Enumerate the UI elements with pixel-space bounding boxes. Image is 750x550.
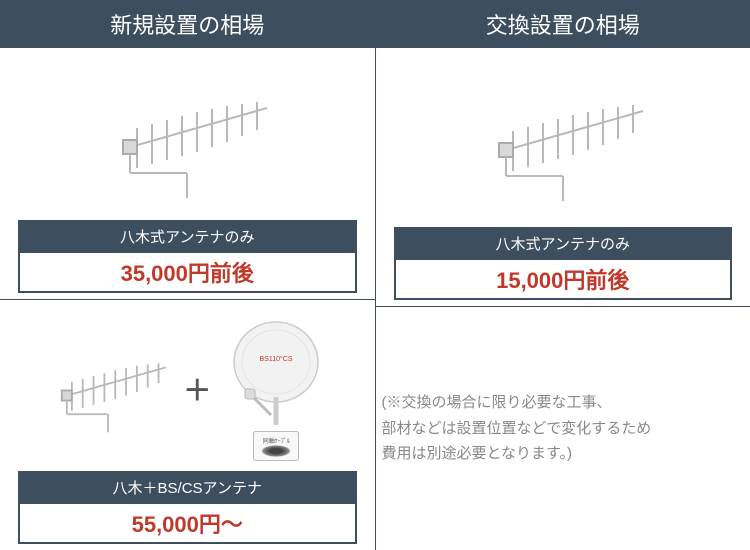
pricing-comparison: 新規設置の相場 [0,0,750,550]
section-yagi-only-new: 八木式アンテナのみ 35,000円前後 [0,48,375,300]
cable-accessory-icon: 同軸ｹｰﾌﾞﾙ [253,431,299,461]
yagi-antenna-icon [473,81,653,201]
column-new-install: 新規設置の相場 [0,0,376,550]
header-replacement: 交換設置の相場 [376,0,750,48]
column-replacement: 交換設置の相場 [376,0,750,550]
image-yagi-plus-dish: ＋ BS110°CS 同軸ｹｰﾌﾞﾙ [18,308,357,472]
label-yagi-only-new: 八木式アンテナのみ [18,220,357,253]
header-new-install: 新規設置の相場 [0,0,375,48]
image-yagi-antenna [394,56,733,227]
section-replacement-note: (※交換の場合に限り必要な工事、 部材などは設置位置などで変化するため 費用は別… [376,307,750,550]
label-yagi-only-replace: 八木式アンテナのみ [394,227,733,260]
yagi-antenna-icon [43,339,173,439]
replacement-note-text: (※交換の場合に限り必要な工事、 部材などは設置位置などで変化するため 費用は別… [382,390,745,467]
dish-antenna-group: BS110°CS 同軸ｹｰﾌﾞﾙ [221,317,331,461]
section-yagi-only-replace: 八木式アンテナのみ 15,000円前後 [376,48,750,307]
svg-text:BS110°CS: BS110°CS [260,355,293,363]
yagi-antenna-icon [97,78,277,198]
price-yagi-bs-cs: 55,000円〜 [18,504,357,544]
price-yagi-only-replace: 15,000円前後 [394,260,733,300]
label-yagi-bs-cs: 八木＋BS/CSアンテナ [18,471,357,504]
price-yagi-only-new: 35,000円前後 [18,253,357,293]
dish-antenna-icon: BS110°CS [221,317,331,427]
image-yagi-antenna [18,56,357,220]
section-yagi-bs-cs: ＋ BS110°CS 同軸ｹｰﾌﾞﾙ 八木＋ [0,300,375,550]
plus-icon: ＋ [183,369,211,409]
